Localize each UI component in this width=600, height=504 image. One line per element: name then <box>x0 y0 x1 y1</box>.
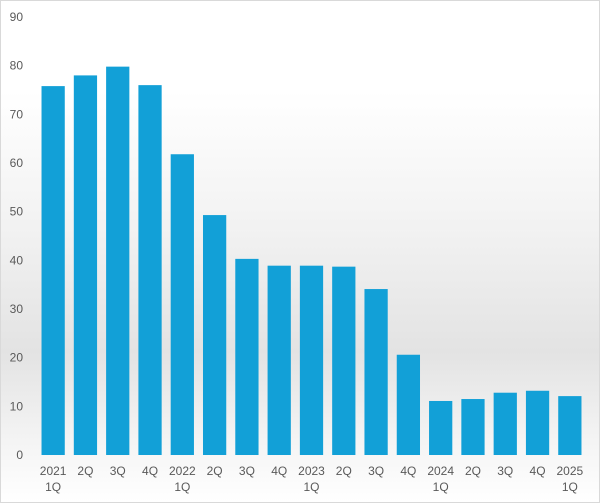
bar <box>202 215 227 455</box>
y-tick-label: 40 <box>10 253 24 267</box>
bar <box>364 289 388 455</box>
bar <box>170 154 194 456</box>
x-tick-label: 2Q <box>336 464 352 478</box>
y-tick-label: 10 <box>10 399 24 413</box>
y-tick-label: 30 <box>10 302 24 316</box>
x-tick-label: 4Q <box>400 464 416 478</box>
bar <box>332 266 356 455</box>
bar <box>558 396 582 455</box>
x-tick-label: 3Q <box>110 464 126 478</box>
x-tick-label: 1Q <box>45 480 61 494</box>
y-tick-label: 50 <box>10 205 24 219</box>
x-tick-label: 3Q <box>368 464 384 478</box>
bar <box>138 85 162 455</box>
bars <box>41 66 582 456</box>
bar <box>235 258 259 455</box>
bar <box>267 265 291 455</box>
x-axis: 2021 1Q 2Q 3Q 4Q 2022 1Q 2Q 3Q 4Q 2023 1Q 2Q 3Q 4Q 2024… <box>40 464 584 494</box>
x-tick-label: 1Q <box>174 480 190 494</box>
y-tick-label: 60 <box>10 156 24 170</box>
x-tick-label: 2021 <box>40 464 67 478</box>
y-tick-label: 90 <box>10 10 24 24</box>
y-tick-label: 70 <box>10 107 24 121</box>
bar <box>299 265 324 455</box>
x-tick-label: 2025 <box>557 464 584 478</box>
bar <box>41 86 65 456</box>
x-tick-label: 1Q <box>303 480 319 494</box>
x-tick-label: 3Q <box>239 464 255 478</box>
x-tick-label: 1Q <box>562 480 578 494</box>
y-tick-label: 80 <box>10 59 24 73</box>
y-tick-label: 20 <box>10 351 24 365</box>
x-tick-label: 4Q <box>530 464 546 478</box>
x-tick-label: 2Q <box>207 464 223 478</box>
bar <box>461 399 485 455</box>
y-tick-label: 0 <box>16 448 23 462</box>
bar <box>73 75 98 456</box>
x-tick-label: 4Q <box>142 464 158 478</box>
x-tick-label: 1Q <box>433 480 449 494</box>
x-tick-label: 2024 <box>427 464 454 478</box>
x-tick-label: 4Q <box>271 464 287 478</box>
x-tick-label: 3Q <box>497 464 513 478</box>
x-tick-label: 2023 <box>298 464 325 478</box>
x-tick-label: 2Q <box>465 464 481 478</box>
y-axis: 0 10 20 30 40 50 60 70 80 90 <box>10 10 24 462</box>
x-tick-label: 2022 <box>169 464 196 478</box>
bar <box>396 354 421 455</box>
bar <box>525 390 550 455</box>
bar <box>493 392 517 455</box>
bar <box>429 400 453 455</box>
bar <box>106 66 130 455</box>
x-tick-label: 2Q <box>77 464 93 478</box>
